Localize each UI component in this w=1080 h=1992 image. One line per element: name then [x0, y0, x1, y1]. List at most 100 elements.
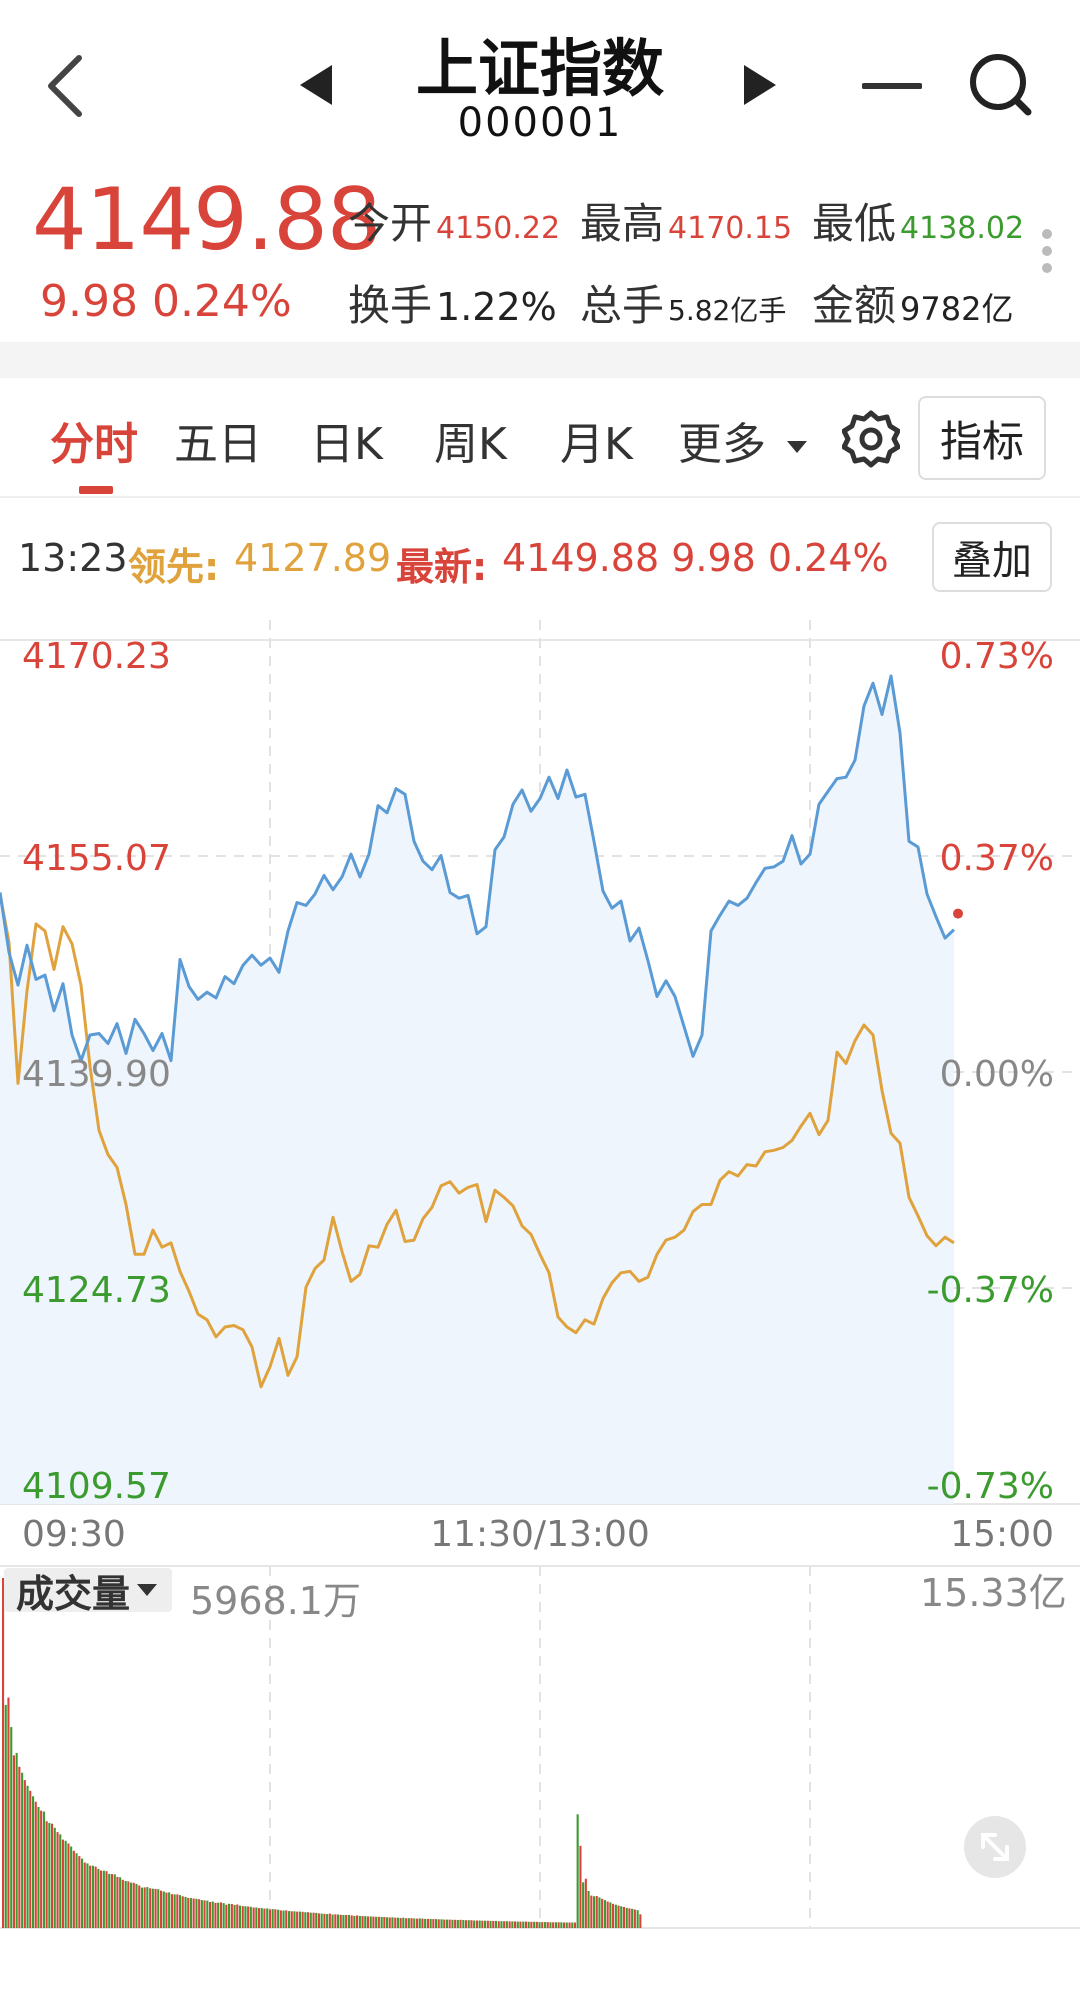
info-time: 13:23	[18, 536, 128, 580]
volume-bar	[83, 1862, 86, 1928]
search-icon[interactable]	[966, 50, 1036, 120]
volume-bar	[519, 1921, 522, 1928]
tab-weekly-k[interactable]: 周K	[434, 419, 507, 470]
y-tick-left: 4109.57	[22, 1466, 171, 1507]
volume-bar	[56, 1832, 59, 1928]
volume-bar	[317, 1913, 320, 1928]
volume-bar	[34, 1801, 37, 1928]
volume-bar	[609, 1902, 612, 1928]
volume-bar	[89, 1865, 92, 1928]
volume-bar	[130, 1882, 133, 1928]
fullscreen-icon[interactable]	[964, 1816, 1026, 1878]
volume-bar	[48, 1823, 51, 1928]
indicator-button[interactable]: 指标	[918, 396, 1046, 480]
price-line	[0, 674, 956, 1063]
volume-bar	[432, 1919, 435, 1928]
volume-bar	[353, 1915, 356, 1928]
volume-bar	[584, 1878, 587, 1928]
volume-bar	[138, 1885, 141, 1928]
volume-bar	[81, 1858, 84, 1928]
gear-icon[interactable]	[840, 408, 902, 470]
next-stock-icon[interactable]	[740, 60, 780, 110]
volume-bar	[470, 1920, 473, 1928]
minus-icon[interactable]	[862, 66, 922, 106]
x-tick: 11:30/13:00	[430, 1514, 650, 1555]
prev-stock-icon[interactable]	[296, 60, 336, 110]
volume-bar	[45, 1821, 48, 1928]
volume-bar	[124, 1881, 127, 1928]
volume-bar	[228, 1903, 231, 1928]
tab-more[interactable]: 更多	[678, 408, 808, 472]
volume-bar	[467, 1920, 470, 1928]
volume-bar	[219, 1902, 222, 1928]
volume-bar	[119, 1877, 122, 1928]
volume-bar	[7, 1697, 10, 1928]
stat-open: 今开 4150.22	[348, 190, 560, 251]
period-tabs: 分时 五日 日K 周K 月K 更多 指标	[0, 378, 1080, 496]
volume-bar	[617, 1905, 620, 1928]
tab-monthly-k[interactable]: 月K	[560, 419, 633, 470]
volume-bar	[601, 1898, 604, 1928]
volume-bar	[2, 1578, 5, 1928]
volume-bar	[405, 1918, 408, 1928]
volume-bar	[462, 1920, 465, 1928]
volume-bar	[309, 1912, 312, 1928]
tab-intraday[interactable]: 分时	[50, 419, 138, 470]
volume-bar	[271, 1909, 274, 1928]
volume-bar	[473, 1920, 476, 1928]
volume-bar	[639, 1914, 642, 1928]
volume-bar	[29, 1790, 32, 1928]
volume-bar	[108, 1873, 111, 1928]
volume-bar	[416, 1918, 419, 1928]
volume-bar	[407, 1918, 410, 1928]
section-divider	[0, 342, 1080, 378]
volume-bar	[116, 1876, 119, 1928]
volume-bar	[361, 1916, 364, 1928]
volume-bar	[541, 1922, 544, 1928]
volume-current-value: 5968.1万	[190, 1579, 361, 1623]
volume-bar	[503, 1921, 506, 1928]
tab-five-day[interactable]: 五日	[174, 419, 262, 470]
volume-bar	[552, 1922, 555, 1928]
volume-bar	[304, 1912, 307, 1928]
volume-bar	[481, 1920, 484, 1928]
volume-bar	[21, 1772, 24, 1928]
volume-bar	[198, 1899, 201, 1928]
volume-bar	[42, 1811, 45, 1928]
volume-bar	[241, 1906, 244, 1928]
volume-bar	[282, 1910, 285, 1928]
y-tick-left: 4155.07	[22, 838, 171, 879]
volume-bar	[494, 1920, 497, 1928]
volume-bar	[622, 1907, 625, 1928]
volume-bar	[500, 1921, 503, 1928]
page-title: 上证指数	[415, 32, 664, 105]
volume-bar	[535, 1921, 538, 1928]
volume-bar	[170, 1894, 173, 1928]
volume-bar	[214, 1902, 217, 1928]
volume-bar	[413, 1918, 416, 1928]
volume-bar	[274, 1909, 277, 1928]
volume-bar	[565, 1922, 568, 1928]
volume-bar	[168, 1892, 171, 1928]
volume-bar	[418, 1918, 421, 1928]
more-vertical-icon[interactable]	[1040, 228, 1054, 278]
volume-bar	[53, 1827, 56, 1928]
volume-selector[interactable]: 成交量	[4, 1568, 172, 1616]
back-arrow-icon[interactable]	[40, 46, 90, 126]
stat-low: 最低 4138.02	[812, 190, 1024, 251]
volume-bar	[511, 1921, 514, 1928]
volume-bar	[10, 1727, 13, 1928]
volume-bar	[277, 1909, 280, 1928]
tab-daily-k[interactable]: 日K	[310, 419, 383, 470]
volume-bar	[4, 1704, 7, 1928]
x-tick: 15:00	[950, 1514, 1054, 1555]
volume-bar	[421, 1918, 424, 1928]
volume-bar	[345, 1915, 348, 1928]
volume-bar	[187, 1897, 190, 1928]
volume-bar	[266, 1908, 269, 1928]
stat-value: 4170.15	[668, 211, 793, 246]
overlay-button[interactable]: 叠加	[932, 522, 1052, 592]
stat-value: 5.82亿手	[668, 294, 787, 327]
volume-bar	[546, 1922, 549, 1928]
stat-amount: 金额 9782亿	[812, 272, 1013, 333]
